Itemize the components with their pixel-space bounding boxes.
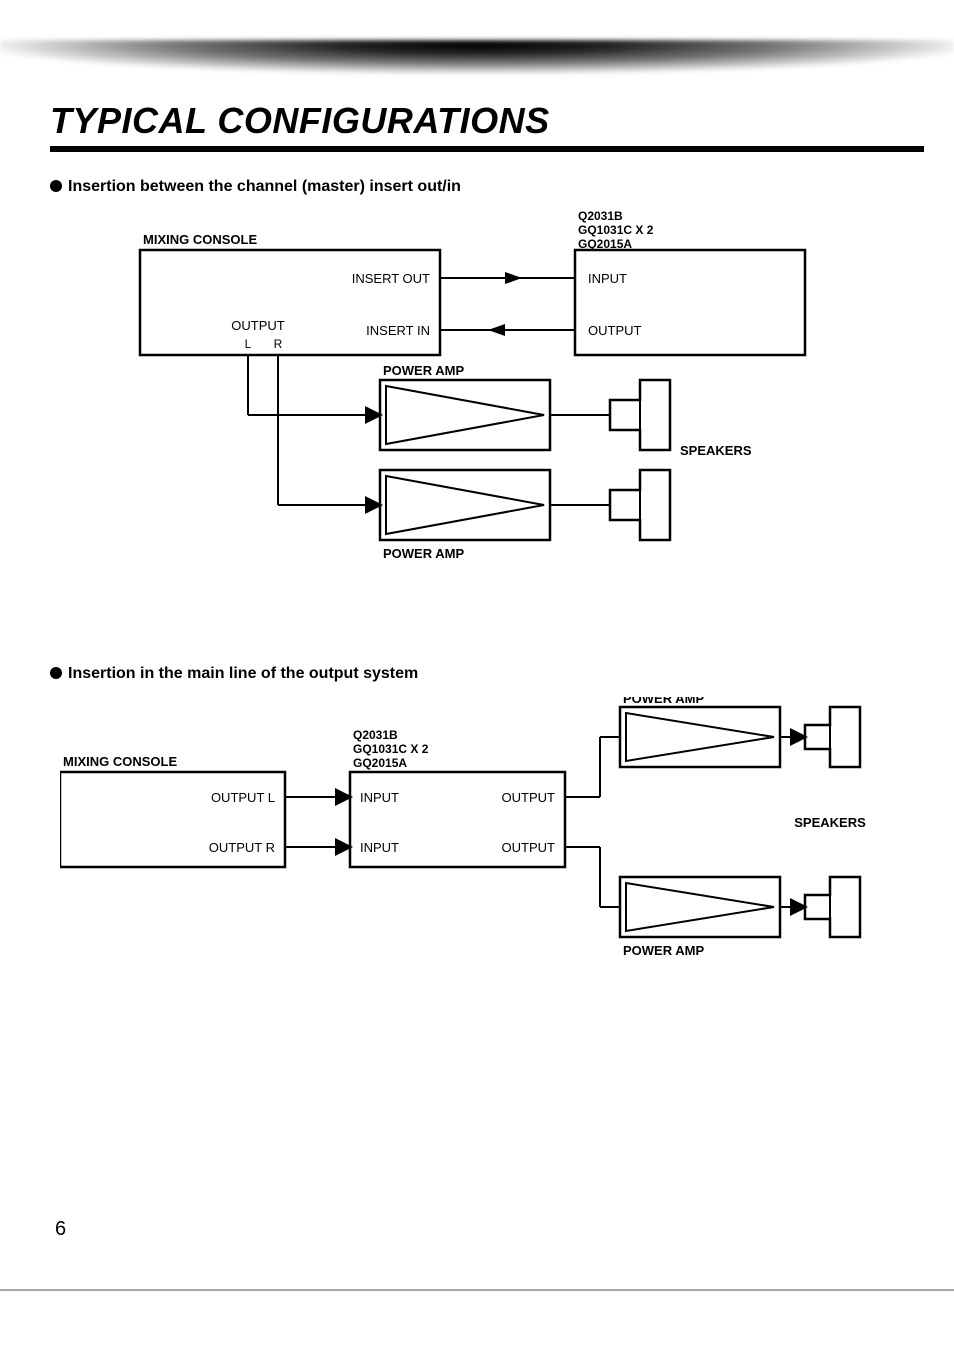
speaker-1 [610, 380, 670, 450]
page-number: 6 [55, 1218, 66, 1241]
eq-title-line1: Q2031B [578, 210, 623, 223]
label-input: INPUT [360, 790, 399, 805]
label-output: OUTPUT [502, 840, 556, 855]
label-l: L [245, 337, 252, 351]
bullet-icon [50, 180, 62, 192]
eq-title-line2: GQ1031C X 2 [353, 742, 429, 756]
label-output-r: OUTPUT R [209, 840, 275, 855]
section1-heading-text: Insertion between the channel (master) i… [68, 178, 461, 195]
eq-title-line2: GQ1031C X 2 [578, 223, 654, 237]
page-content: TYPICAL CONFIGURATIONS Insertion between… [50, 100, 924, 992]
label-output: OUTPUT [588, 323, 642, 338]
speaker-2 [805, 877, 860, 937]
diagram-insert-out-in: MIXING CONSOLE INSERT OUT INSERT IN OUTP… [110, 210, 910, 590]
arrowhead-icon [488, 324, 505, 336]
section1-heading: Insertion between the channel (master) i… [50, 178, 924, 196]
diagram-main-line: MIXING CONSOLE OUTPUT L OUTPUT R Q2031B … [60, 697, 890, 987]
label-output-l: OUTPUT L [211, 790, 275, 805]
label-input: INPUT [360, 840, 399, 855]
eq-title-line1: Q2031B [353, 728, 398, 742]
arrowhead-icon [505, 272, 522, 284]
speaker-2 [610, 470, 670, 540]
power-amp-1: POWER AMP [620, 697, 780, 767]
label-input: INPUT [588, 271, 627, 286]
eq-box: Q2031B GQ1031C X 2 GQ2015A INPUT INPUT O… [350, 728, 565, 867]
mixing-console-title: MIXING CONSOLE [63, 754, 177, 769]
page: TYPICAL CONFIGURATIONS Insertion between… [0, 0, 954, 1351]
label-power-amp: POWER AMP [383, 363, 464, 378]
eq-title-line3: GQ2015A [353, 756, 407, 770]
eq-box: Q2031B GQ1031C X 2 GQ2015A INPUT OUTPUT [575, 210, 805, 355]
speaker-1 [805, 707, 860, 767]
amp-triangle-icon [386, 476, 544, 534]
power-amp-1: POWER AMP [380, 363, 550, 450]
amp-triangle-icon [626, 713, 774, 761]
bottom-rule [0, 1289, 954, 1291]
label-output: OUTPUT [502, 790, 556, 805]
section2-heading: Insertion in the main line of the output… [50, 665, 924, 683]
bullet-icon [50, 667, 62, 679]
power-amp-2: POWER AMP [620, 877, 780, 958]
label-speakers: SPEAKERS [680, 443, 752, 458]
section2-heading-text: Insertion in the main line of the output… [68, 665, 418, 682]
mixing-console-box: MIXING CONSOLE INSERT OUT INSERT IN OUTP… [140, 232, 440, 355]
power-amp-2: POWER AMP [380, 470, 550, 561]
label-power-amp: POWER AMP [623, 697, 704, 706]
label-speakers: SPEAKERS [794, 815, 866, 830]
scan-shadow [0, 40, 954, 90]
amp-triangle-icon [626, 883, 774, 931]
label-power-amp: POWER AMP [623, 943, 704, 958]
label-r: R [274, 337, 283, 351]
label-power-amp: POWER AMP [383, 546, 464, 561]
mixing-console-title: MIXING CONSOLE [143, 232, 257, 247]
label-insert-in: INSERT IN [366, 323, 430, 338]
page-title: TYPICAL CONFIGURATIONS [50, 100, 924, 152]
label-insert-out: INSERT OUT [352, 271, 430, 286]
amp-triangle-icon [386, 386, 544, 444]
label-output: OUTPUT [231, 318, 285, 333]
mixing-console-box: MIXING CONSOLE OUTPUT L OUTPUT R [60, 754, 285, 867]
